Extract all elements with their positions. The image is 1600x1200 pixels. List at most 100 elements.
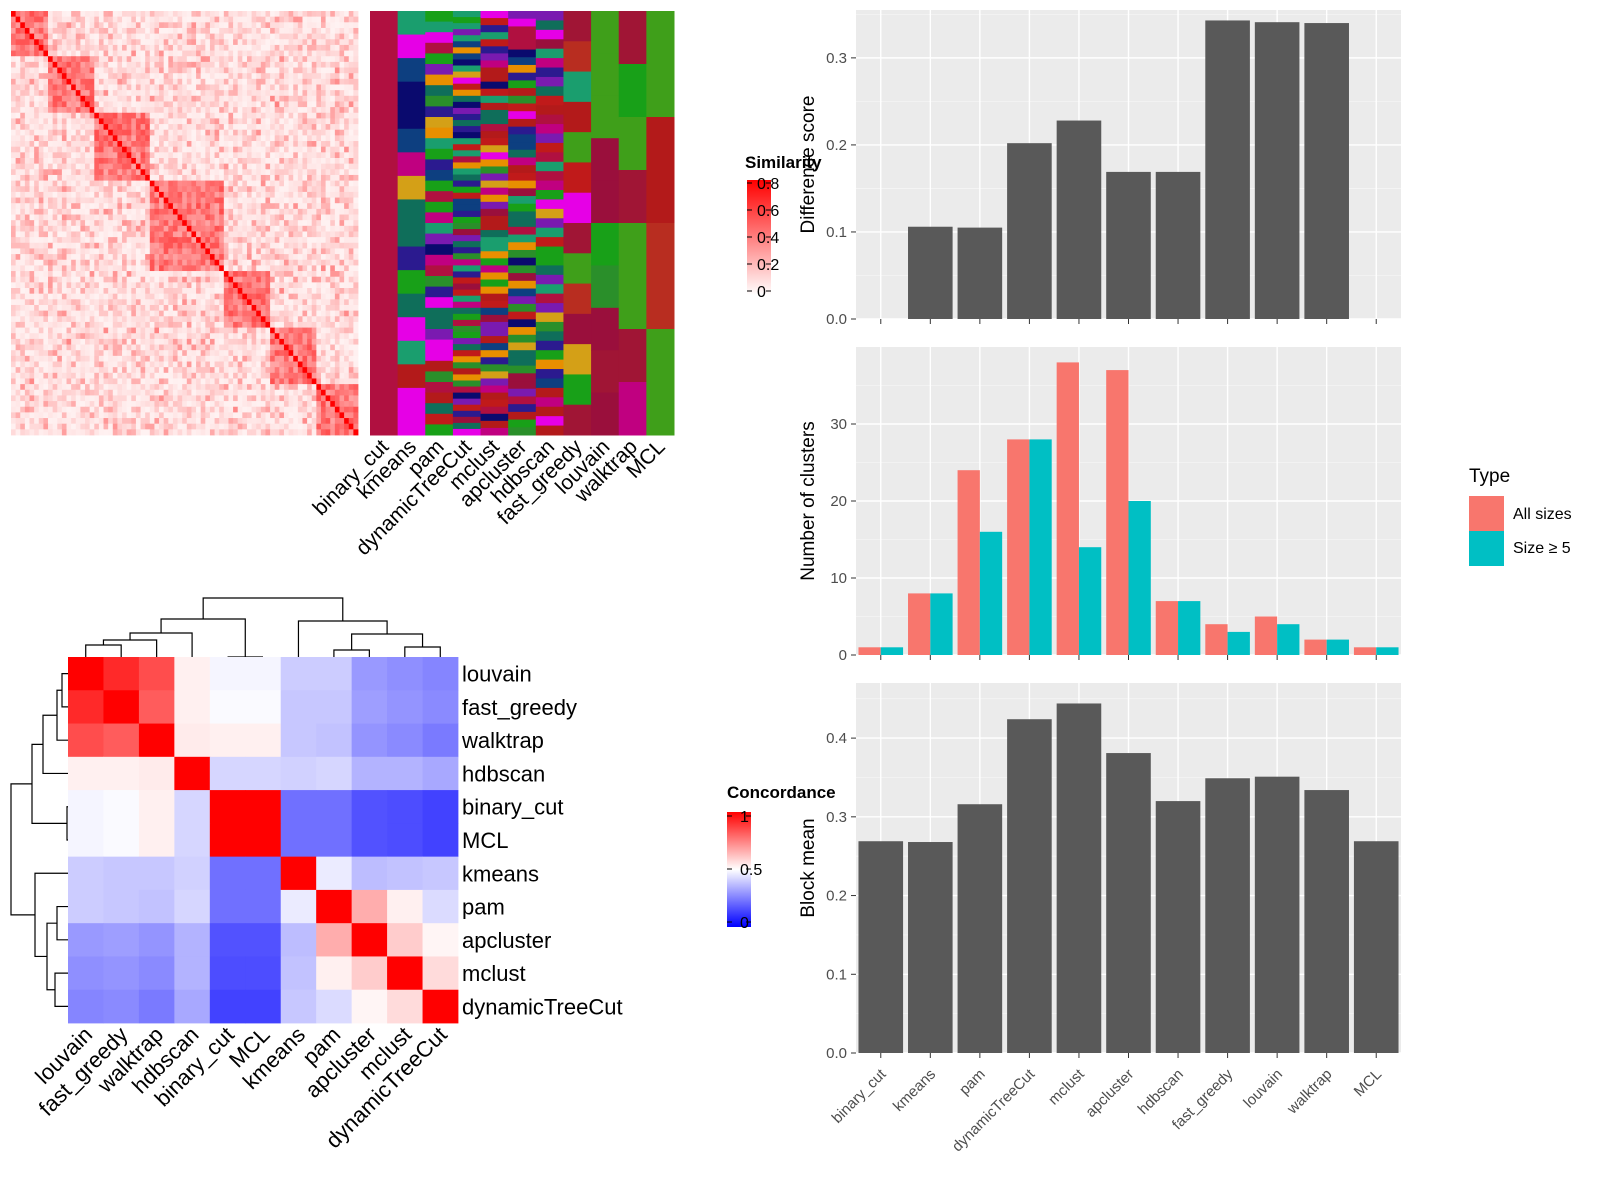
similarity-cell: [75, 157, 81, 165]
similarity-cell: [94, 271, 100, 278]
similarity-cell: [237, 174, 243, 181]
similarity-cell: [15, 344, 21, 351]
similarity-cell: [48, 73, 54, 80]
similarity-cell: [219, 220, 225, 227]
similarity-cell: [117, 248, 123, 255]
similarity-cell: [29, 378, 35, 385]
similarity-cell: [334, 214, 340, 221]
similarity-cell: [246, 293, 252, 300]
similarity-cell: [339, 282, 345, 289]
similarity-cell: [168, 50, 174, 57]
similarity-cell: [122, 282, 128, 289]
similarity-cell: [11, 304, 17, 312]
similarity-cell: [274, 61, 280, 68]
similarity-cell: [293, 129, 299, 136]
similarity-cell: [246, 225, 252, 232]
similarity-cell: [191, 180, 197, 187]
similarity-cell: [186, 327, 192, 334]
similarity-cell: [214, 174, 220, 181]
similarity-cell: [223, 293, 229, 300]
similarity-cell: [20, 174, 26, 181]
similarity-cell: [61, 350, 67, 357]
similarity-cell: [196, 338, 202, 345]
similarity-cell: [307, 157, 313, 165]
similarity-cell: [112, 338, 118, 345]
similarity-cell: [228, 197, 234, 204]
similarity-cell: [233, 310, 239, 317]
similarity-cell: [34, 299, 40, 306]
similarity-cell: [24, 372, 30, 379]
similarity-cell: [122, 169, 128, 176]
similarity-cell: [154, 237, 160, 244]
similarity-cell: [237, 344, 243, 351]
similarity-cell: [353, 242, 359, 249]
similarity-cell: [251, 84, 257, 91]
similarity-cell: [29, 56, 35, 63]
similarity-cell: [11, 95, 17, 102]
similarity-cell: [140, 27, 146, 35]
similarity-cell: [348, 197, 354, 204]
similarity-cell: [38, 338, 44, 345]
similarity-cell: [205, 265, 211, 272]
similarity-cell: [159, 333, 165, 340]
similarity-cell: [274, 197, 280, 204]
similarity-cell: [80, 157, 86, 165]
similarity-cell: [163, 152, 169, 159]
similarity-cell: [131, 186, 137, 193]
similarity-cell: [15, 350, 21, 357]
similarity-cell: [34, 112, 40, 119]
similarity-cell: [98, 350, 104, 357]
similarity-cell: [353, 174, 359, 181]
similarity-cell: [256, 11, 262, 18]
similarity-cell: [168, 316, 174, 323]
similarity-cell: [196, 180, 202, 187]
similarity-cell: [256, 231, 262, 238]
similarity-cell: [98, 310, 104, 317]
similarity-cell: [353, 67, 359, 74]
similarity-cell: [89, 203, 95, 210]
similarity-cell: [172, 214, 178, 221]
similarity-cell: [140, 56, 146, 63]
similarity-cell: [256, 22, 262, 29]
similarity-cell: [135, 327, 141, 334]
similarity-cell: [24, 152, 30, 159]
similarity-cell: [288, 338, 294, 345]
similarity-cell: [223, 67, 229, 74]
similarity-cell: [71, 141, 77, 148]
similarity-cell: [20, 282, 26, 289]
similarity-cell: [233, 321, 239, 328]
similarity-cell: [154, 254, 160, 261]
similarity-cell: [344, 95, 350, 102]
similarity-cell: [163, 237, 169, 244]
similarity-cell: [122, 101, 128, 108]
similarity-cell: [145, 101, 151, 108]
similarity-cell: [159, 282, 165, 289]
similarity-cell: [57, 231, 63, 238]
similarity-cell: [117, 186, 123, 193]
similarity-cell: [52, 372, 58, 379]
similarity-cell: [131, 208, 137, 215]
similarity-cell: [209, 367, 215, 374]
similarity-cell: [265, 146, 271, 153]
similarity-cell: [219, 11, 225, 18]
similarity-cell: [80, 129, 86, 136]
similarity-cell: [24, 350, 30, 357]
similarity-cell: [163, 276, 169, 283]
similarity-cell: [34, 67, 40, 74]
similarity-cell: [302, 321, 308, 328]
similarity-cell: [52, 27, 58, 35]
similarity-cell: [85, 61, 91, 68]
similarity-cell: [15, 61, 21, 68]
similarity-cell: [200, 180, 206, 187]
similarity-cell: [149, 203, 155, 210]
similarity-cell: [98, 327, 104, 334]
similarity-cell: [307, 50, 313, 57]
similarity-cell: [209, 378, 215, 385]
similarity-cell: [34, 254, 40, 261]
similarity-cell: [256, 39, 262, 46]
similarity-cell: [80, 350, 86, 357]
similarity-cell: [320, 282, 327, 289]
similarity-cell: [89, 361, 95, 368]
similarity-cell: [177, 107, 183, 114]
similarity-cell: [80, 191, 86, 198]
